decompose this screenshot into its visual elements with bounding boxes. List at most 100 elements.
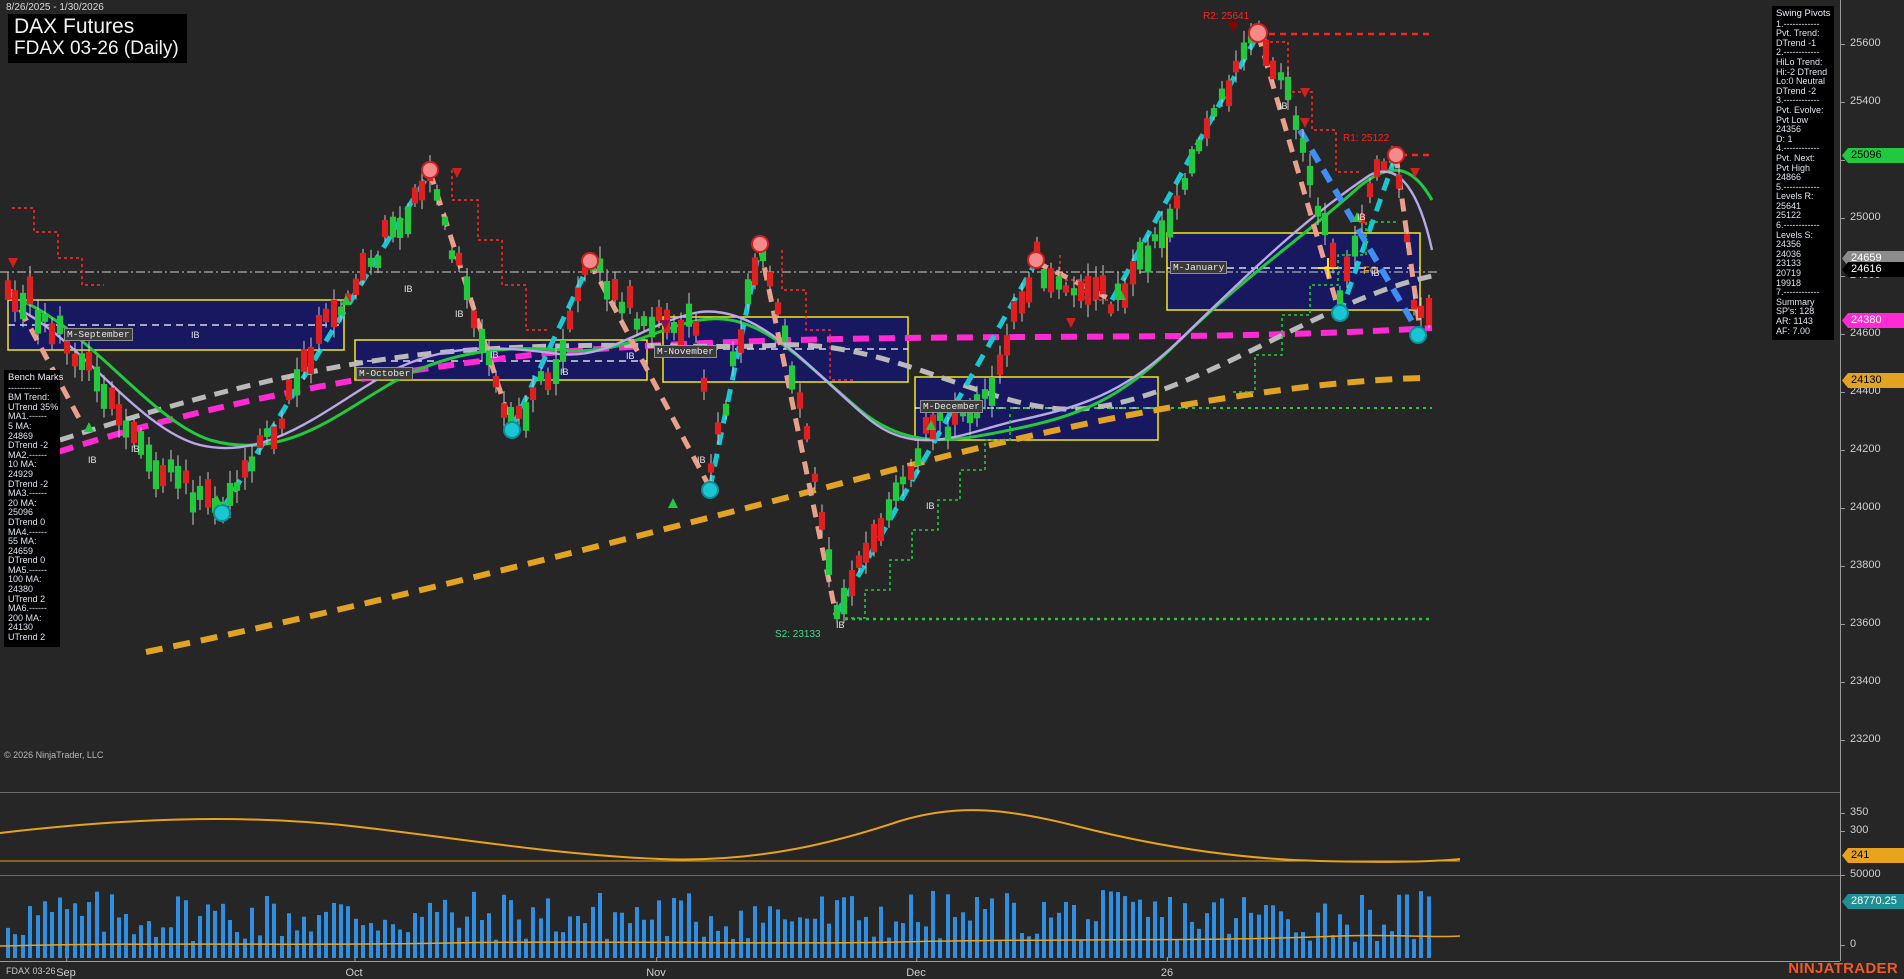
volume-bar xyxy=(1316,912,1320,958)
candle-body xyxy=(1395,174,1403,189)
volume-bar xyxy=(324,911,328,958)
axis-tick-25000: 25000 xyxy=(1840,211,1881,223)
candle-body xyxy=(1158,220,1166,249)
volume-bar xyxy=(1131,901,1135,958)
support-staircase-2 xyxy=(1233,221,1396,393)
volume-bar xyxy=(1427,896,1431,958)
price-badge-24380[interactable]: 24380 xyxy=(1842,313,1904,328)
candle-body xyxy=(78,353,86,370)
candle-body xyxy=(56,315,64,335)
candle-body xyxy=(522,401,530,431)
candle-body xyxy=(766,271,774,287)
indicator-pane-atr[interactable] xyxy=(0,792,1840,874)
candle-body xyxy=(167,459,175,473)
price-badge-24616[interactable]: 24616 xyxy=(1842,262,1904,277)
candle-body xyxy=(529,387,537,401)
bench-marks-row-19: 100 MA: xyxy=(8,574,42,585)
candle-body xyxy=(152,460,160,490)
swing-leg-blue xyxy=(1297,128,1423,337)
price-axis[interactable]: 2560025400252002500024800246002440024200… xyxy=(1839,0,1904,961)
candle-body xyxy=(26,276,34,305)
candle-body xyxy=(1092,276,1100,300)
candle-body xyxy=(1084,275,1092,305)
price-badge-25096[interactable]: 25096 xyxy=(1842,148,1904,163)
candle-body xyxy=(1277,72,1285,81)
volume-bar xyxy=(169,927,173,958)
swing-pivots-row-29: Summary xyxy=(1776,296,1815,307)
candle-body xyxy=(677,319,685,347)
candle-body xyxy=(34,309,42,334)
candle-body xyxy=(256,435,264,449)
candle-body xyxy=(936,412,944,421)
candle-body xyxy=(655,306,663,321)
candle-body xyxy=(626,286,634,308)
volume-bar xyxy=(302,916,306,958)
bench-marks-row-17: DTrend 0 xyxy=(8,555,46,566)
volume-bar xyxy=(1257,914,1261,958)
candle-body xyxy=(381,220,389,238)
candle-body xyxy=(1292,115,1300,130)
candle-body xyxy=(137,431,145,455)
candle-body xyxy=(848,570,856,597)
candle-body xyxy=(322,308,330,323)
candle-body xyxy=(818,512,826,530)
candle-body xyxy=(492,376,500,388)
candle-body xyxy=(1136,241,1144,270)
axis-tick-0: 0 xyxy=(1839,938,1856,950)
bench-marks-rows: BM Trend: UTrend 35% MA1.------ 5 MA: 24869 D… xyxy=(8,393,58,642)
date-tick-26: 26 xyxy=(1161,957,1173,979)
candle-body xyxy=(840,587,848,615)
swing-pivots-row-15: Pvt High xyxy=(1776,162,1811,173)
swing-pivots-rows: 1.------------ Pvt. Trend: DTrend -1 2.----… xyxy=(1776,19,1831,337)
candle-body xyxy=(751,257,759,286)
volume-bar xyxy=(1264,905,1268,958)
axis-tick-23800: 23800 xyxy=(1840,559,1881,571)
candle-body xyxy=(1003,335,1011,356)
volume-bar xyxy=(1220,898,1224,958)
volume-bar xyxy=(524,938,528,958)
volume-bar xyxy=(383,919,387,958)
volume-bar xyxy=(546,898,550,958)
volume-bar xyxy=(924,926,928,958)
candle-body xyxy=(1010,301,1018,322)
volume-bar xyxy=(1331,935,1335,958)
volume-bar xyxy=(620,912,624,958)
swing-pivots-row-24: 24036 xyxy=(1776,248,1802,259)
swing-pivots-row-14: Pvt. Next: xyxy=(1776,152,1816,163)
candle-body xyxy=(803,426,811,440)
candle-body xyxy=(441,216,449,226)
volume-bar xyxy=(1405,894,1409,958)
volume-bar xyxy=(531,907,535,958)
swing-pivots-row-22: Levels S: xyxy=(1776,229,1814,240)
candle-body xyxy=(899,476,907,485)
price-badge-241[interactable]: 241 xyxy=(1842,848,1904,863)
candle-body xyxy=(485,350,493,366)
candle-body xyxy=(1166,208,1174,238)
indicator-pane-volume[interactable] xyxy=(0,875,1840,961)
date-axis[interactable]: Sep Oct Nov Dec 26 xyxy=(0,957,1840,979)
volume-bar xyxy=(628,923,632,958)
price-chart-pane[interactable]: FO M-September M-October M-November M-De… xyxy=(0,0,1840,790)
bench-marks-panel[interactable]: Bench Marks ----------- BM Trend: UTrend … xyxy=(4,370,63,647)
volume-bar xyxy=(983,908,987,958)
bench-marks-row-11: 20 MA: xyxy=(8,497,37,508)
candle-body xyxy=(159,465,167,487)
swing-pivots-panel[interactable]: Swing Pivots 1.------------ Pvt. Trend: DT… xyxy=(1772,6,1834,341)
volume-bar xyxy=(1057,912,1061,958)
price-badge-24130[interactable]: 24130 xyxy=(1842,373,1904,388)
price-badge-28770.25[interactable]: 28770.25 xyxy=(1842,894,1904,909)
volume-bar xyxy=(1146,916,1150,958)
volume-bar xyxy=(583,923,587,958)
volume-bar xyxy=(716,930,720,958)
volume-bar xyxy=(753,906,757,958)
date-tick-Sep: Sep xyxy=(56,957,76,979)
candle-body xyxy=(981,389,989,399)
volume-bar xyxy=(1042,901,1046,958)
volume-bar xyxy=(1205,913,1209,958)
candle-body xyxy=(48,323,56,345)
candle-body xyxy=(411,187,419,204)
candle-body xyxy=(19,292,27,320)
axis-tick-24400: 24400 xyxy=(1840,385,1881,397)
volume-bar xyxy=(487,913,491,958)
candle-body xyxy=(389,216,397,238)
